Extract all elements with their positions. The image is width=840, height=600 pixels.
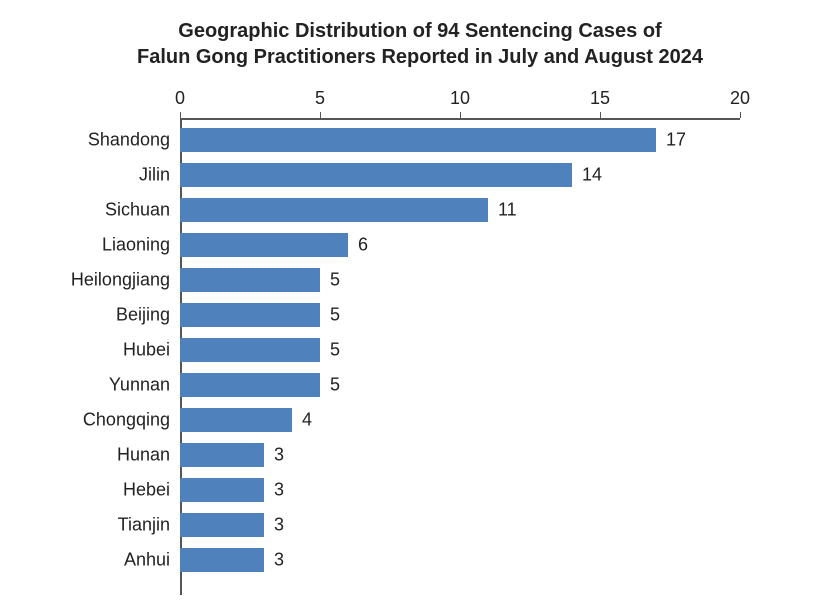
bar (180, 198, 488, 222)
x-tick-label: 5 (315, 88, 325, 109)
bar-value-label: 4 (302, 410, 312, 431)
bar-value-label: 11 (498, 200, 517, 221)
category-label: Chongqing (83, 410, 180, 431)
x-tick-label: 15 (590, 88, 610, 109)
bar (180, 128, 656, 152)
bar (180, 443, 264, 467)
x-tick-mark (180, 112, 181, 118)
bar-value-label: 14 (582, 165, 602, 186)
category-label: Hebei (123, 480, 180, 501)
category-label: Beijing (116, 305, 180, 326)
x-tick-mark (600, 112, 601, 118)
category-label: Hunan (117, 445, 180, 466)
category-label: Sichuan (105, 200, 180, 221)
bar (180, 513, 264, 537)
category-label: Yunnan (109, 375, 180, 396)
chart-container: { "chart": { "type": "horizontal-bar", "… (0, 0, 840, 600)
x-tick-mark (460, 112, 461, 118)
plot-area: 05101520Shandong17Jilin14Sichuan11Liaoni… (180, 84, 740, 595)
x-tick-mark (740, 112, 741, 118)
x-tick-label: 10 (450, 88, 470, 109)
bar-value-label: 5 (330, 270, 340, 291)
bar-value-label: 5 (330, 305, 340, 326)
bar (180, 163, 572, 187)
bar-value-label: 3 (274, 515, 284, 536)
bar (180, 373, 320, 397)
x-tick-label: 20 (730, 88, 750, 109)
category-label: Anhui (124, 550, 180, 571)
chart-title: Geographic Distribution of 94 Sentencing… (0, 0, 840, 70)
x-tick-label: 0 (175, 88, 185, 109)
bar (180, 548, 264, 572)
bar-value-label: 3 (274, 480, 284, 501)
category-label: Tianjin (118, 515, 180, 536)
category-label: Heilongjiang (71, 270, 180, 291)
bar (180, 303, 320, 327)
bar-value-label: 3 (274, 550, 284, 571)
bar (180, 408, 292, 432)
bar (180, 233, 348, 257)
bar (180, 268, 320, 292)
category-label: Shandong (88, 130, 180, 151)
bar (180, 478, 264, 502)
bar-value-label: 17 (666, 130, 686, 151)
chart-title-line1: Geographic Distribution of 94 Sentencing… (178, 20, 661, 42)
chart-area: 0 5 10 15 20 Shandong 17 Jilin 14 Sichuan 11 Liaoni… (0, 84, 840, 584)
bar (180, 338, 320, 362)
category-label: Jilin (139, 165, 180, 186)
category-label: Hubei (123, 340, 180, 361)
bar-value-label: 5 (330, 340, 340, 361)
chart-title-line2: Falun Gong Practitioners Reported in Jul… (137, 46, 703, 68)
bar-value-label: 6 (358, 235, 368, 256)
category-label: Liaoning (102, 235, 180, 256)
bar-value-label: 3 (274, 445, 284, 466)
bar-value-label: 5 (330, 375, 340, 396)
x-axis-line (180, 118, 740, 120)
x-tick-mark (320, 112, 321, 118)
